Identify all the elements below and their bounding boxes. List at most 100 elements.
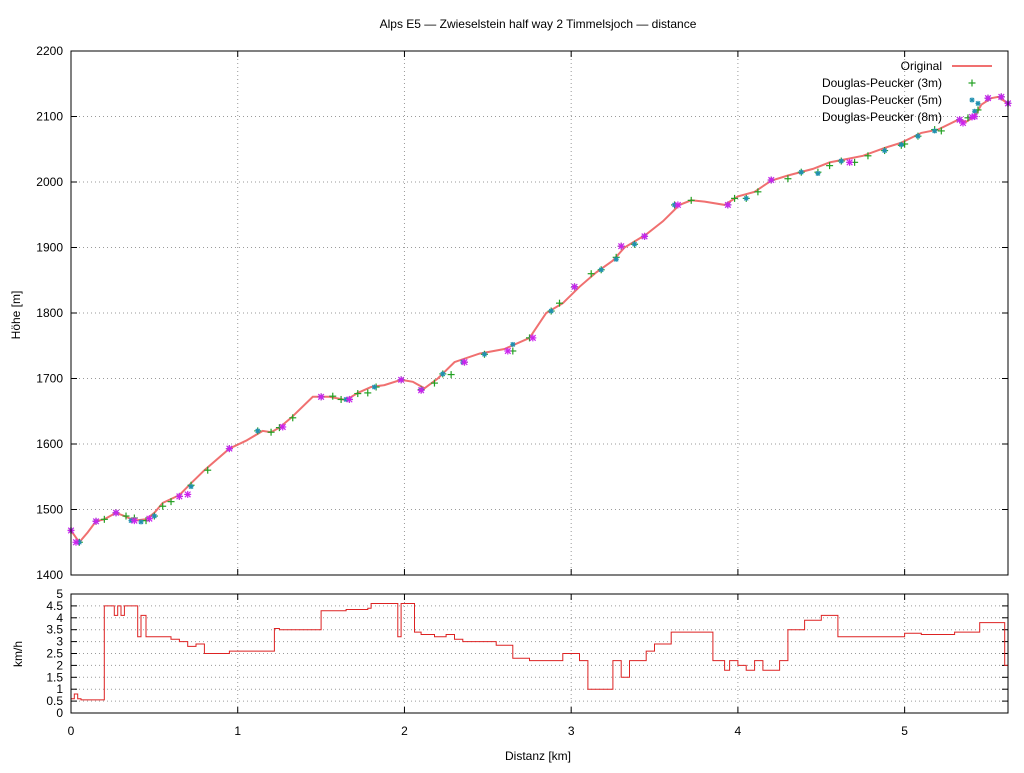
data-point [267,428,275,436]
speed-y-tick-label: 5 [56,587,63,601]
data-point [122,512,130,520]
data-point [548,308,554,314]
data-point [864,152,872,160]
speed-y-tick-label: 4 [56,611,63,625]
elevation-y-axis-label: Höhe [m] [9,291,23,340]
data-point [510,341,516,347]
speed-plot-frame [70,593,1009,714]
legend-label: Douglas-Peucker (8m) [822,110,942,124]
data-point [882,148,888,154]
elevation-y-tick-label: 1600 [36,437,63,451]
speed-x-tick-label: 1 [234,724,241,738]
data-point [754,188,762,196]
data-point [371,384,377,390]
data-point [354,390,362,398]
legend-label: Original [901,59,942,73]
data-point [417,386,425,394]
data-point [997,93,1005,101]
speed-x-tick-label: 2 [401,724,408,738]
elevation-gridlines [71,51,1008,575]
data-point [364,389,372,397]
data-point [204,466,212,474]
data-point [337,395,345,403]
speed-y-tick-label: 1 [56,682,63,696]
data-point [937,127,945,135]
data-point [767,176,775,184]
speed-x-tick-label: 5 [901,724,908,738]
series-dp3 [67,93,1012,546]
legend-label: Douglas-Peucker (5m) [822,93,942,107]
legend-item: Douglas-Peucker (8m) [822,110,976,124]
legend-marker-sample [969,97,975,103]
speed-y-tick-label: 2.5 [46,647,63,661]
data-point [724,201,732,209]
data-point [641,232,649,240]
elevation-y-tick-label: 1500 [36,503,63,517]
data-point [598,267,604,273]
original-elevation-line [70,95,1009,544]
data-point [329,392,337,400]
data-point [972,108,978,114]
elevation-y-tick-label: 1900 [36,241,63,255]
legend-marker-sample [968,113,976,121]
speed-y-tick-label: 3 [56,635,63,649]
data-point [932,128,938,134]
elevation-y-tick-label: 2100 [36,110,63,124]
data-point [959,119,967,127]
data-point [289,414,297,422]
data-point [984,94,992,102]
data-point [798,169,804,175]
legend-marker-sample [968,79,976,87]
speed-y-tick-label: 2 [56,658,63,672]
data-point [731,194,739,202]
data-point [460,358,468,366]
elevation-series [67,93,1012,546]
data-point [481,351,487,357]
data-point [345,395,353,403]
data-point [397,376,405,384]
data-point [317,393,325,401]
data-point [784,175,792,183]
speed-x-tick-label: 3 [568,724,575,738]
speed-series [71,603,1009,713]
legend-item: Douglas-Peucker (5m) [822,93,975,107]
distance-x-axis-label: Distanz [km] [505,749,571,763]
speed-y-tick-label: 0 [56,706,63,720]
data-point [915,133,921,139]
data-point [504,347,512,355]
data-point [556,299,564,307]
data-point [964,114,972,122]
data-point [159,502,167,510]
data-point [100,515,108,523]
data-point [145,515,153,523]
speed-step-line [71,603,1009,713]
elevation-y-tick-label: 1400 [36,568,63,582]
speed-y-tick-label: 3.5 [46,623,63,637]
series-dp8 [67,93,1012,546]
speed-y-axis-label: km/h [11,641,25,667]
data-point [687,196,695,204]
data-point [430,379,438,387]
legend-label: Douglas-Peucker (3m) [822,76,942,90]
series-original [70,95,1009,544]
data-point [167,498,175,506]
data-point [617,242,625,250]
data-point [138,519,144,525]
speed-x-tick-label: 4 [735,724,742,738]
data-point [826,162,834,170]
data-point [279,423,287,431]
elevation-y-tick-label: 2000 [36,175,63,189]
data-point [846,158,854,166]
elevation-plot-frame [70,50,1009,576]
elevation-ticks: 1400 1500 1600 1700 1800 1900 2000 2100 2200 [36,44,1008,582]
data-point [184,490,192,498]
speed-y-tick-label: 0.5 [46,694,63,708]
data-point [255,428,261,434]
chart-title: Alps E5 — Zwieselstein half way 2 Timmel… [380,17,697,31]
speed-ticks: 00.511.522.533.544.550 1 2 3 4 5 [46,587,1008,738]
data-point [151,513,157,519]
legend: Original Douglas-Peucker (3m) Douglas-Peuc… [822,59,992,124]
data-point [743,195,749,201]
